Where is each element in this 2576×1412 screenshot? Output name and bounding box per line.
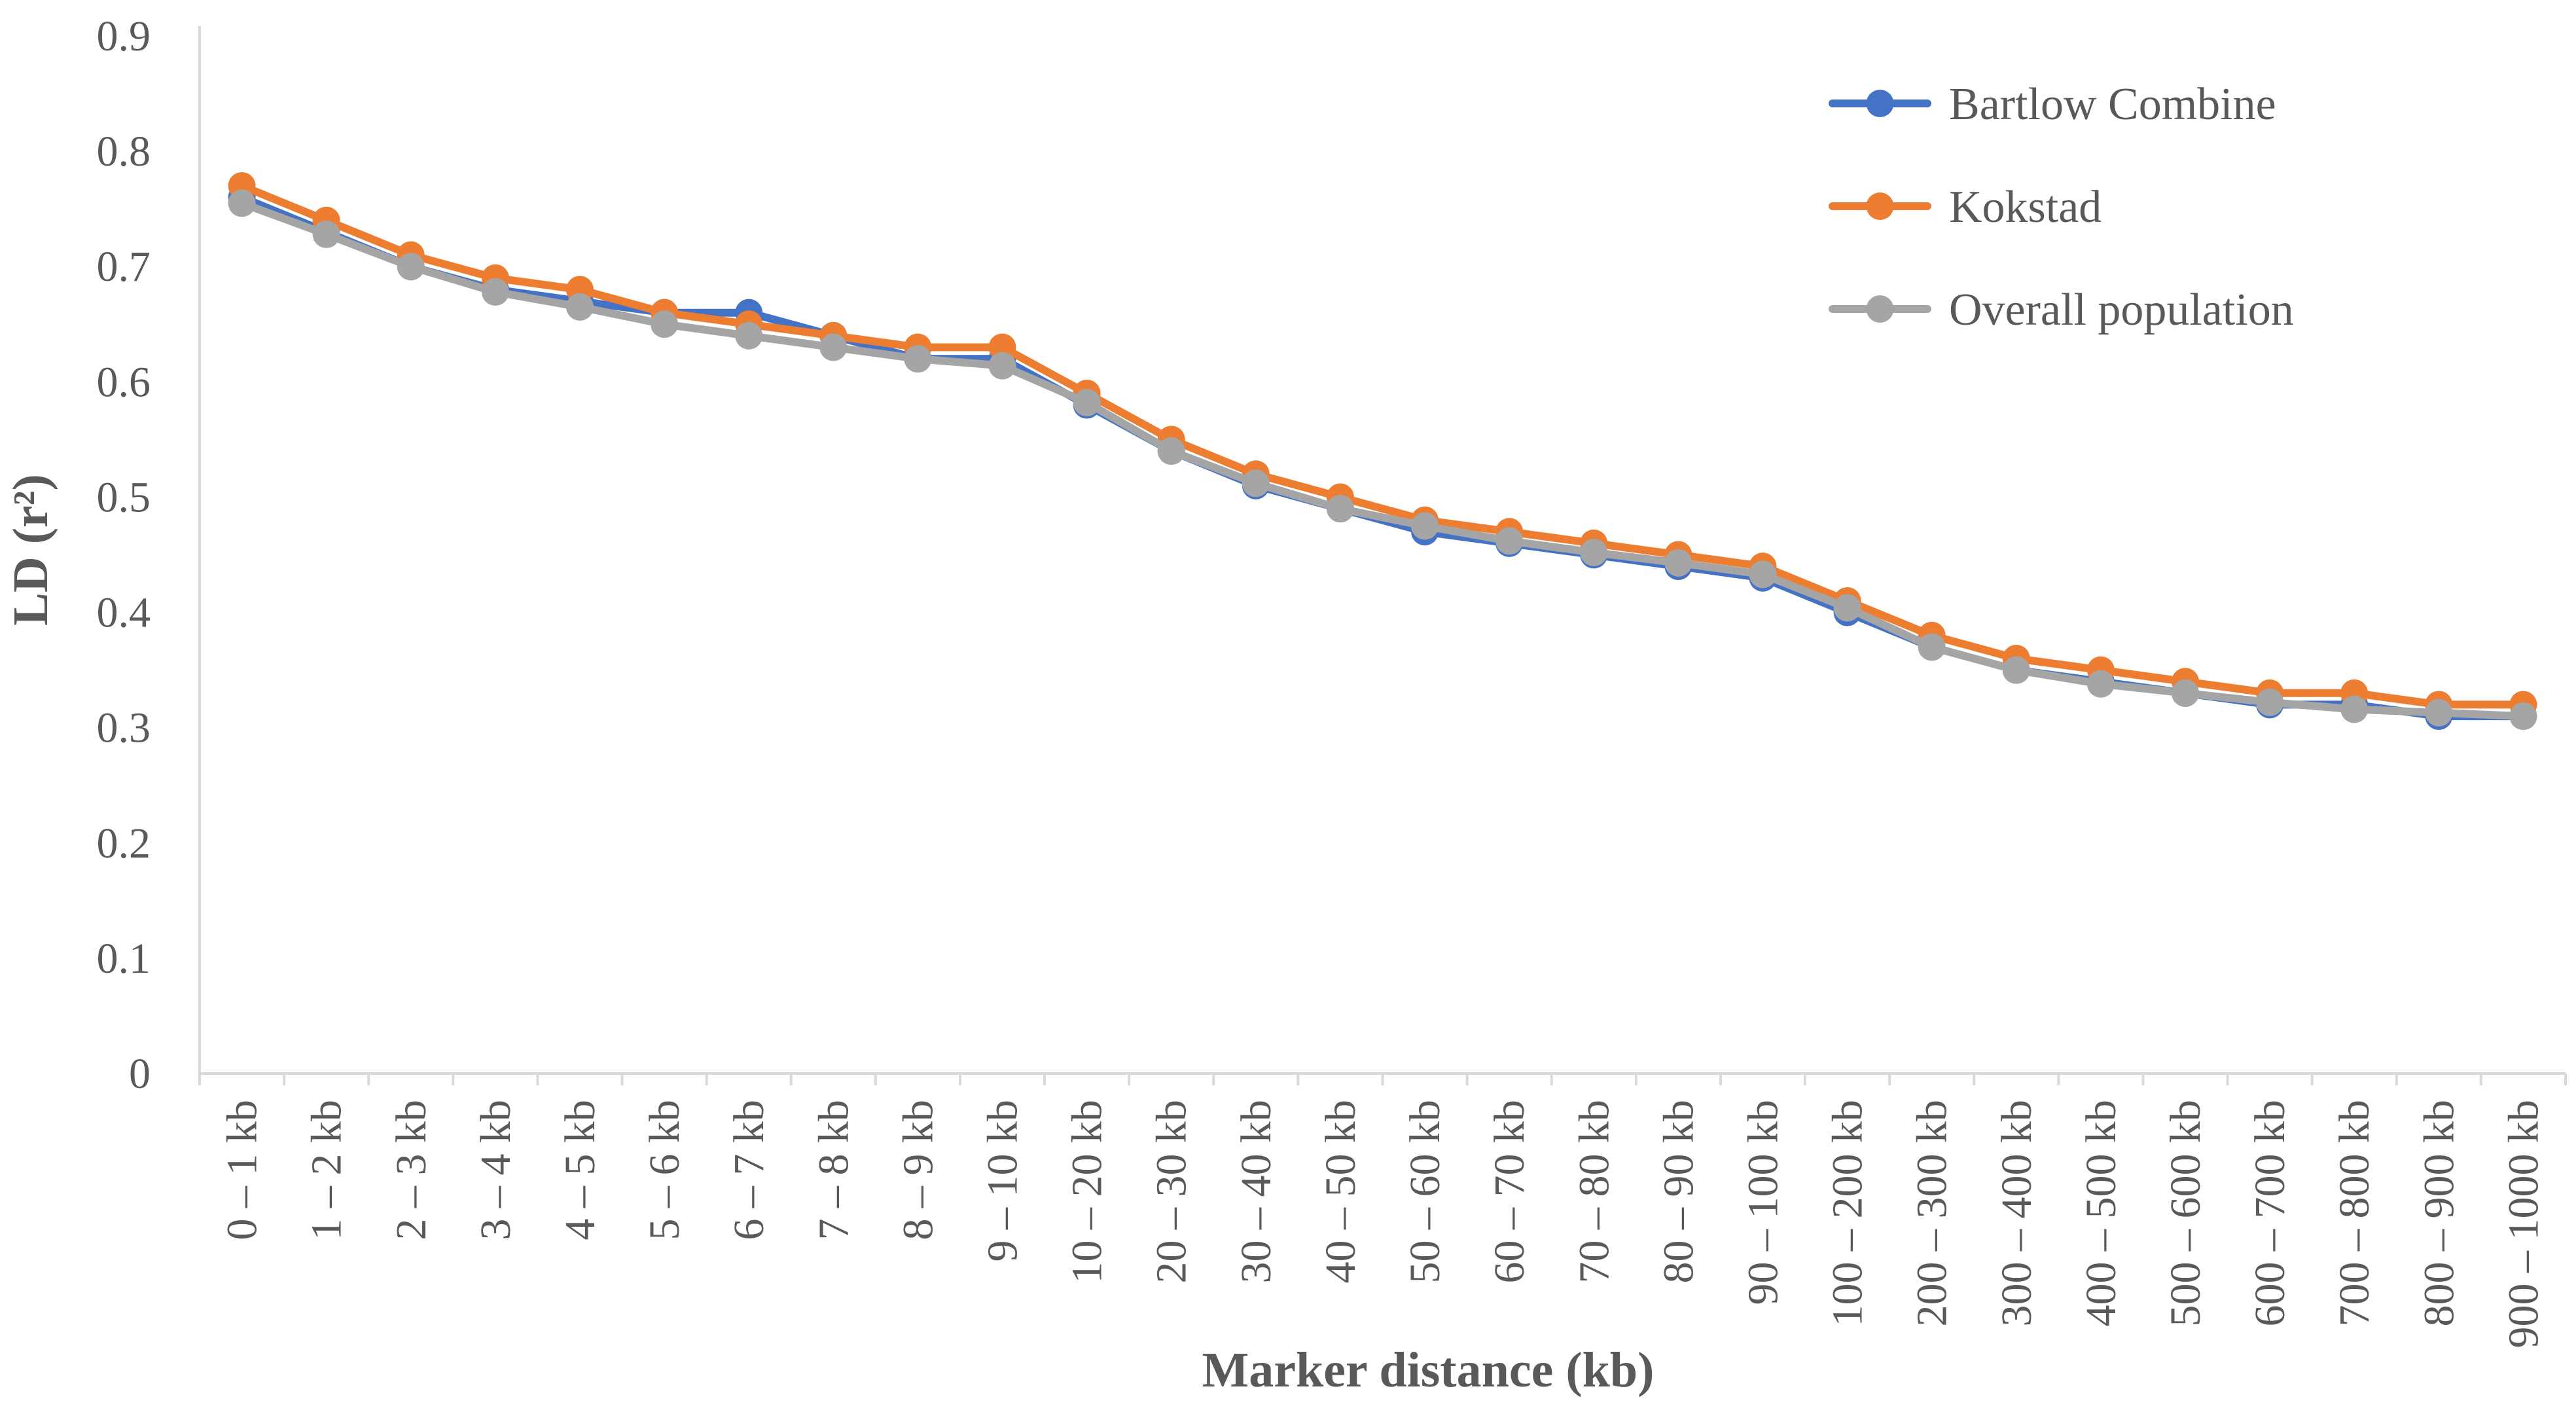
x-axis-tick-labels: 0 – 1 kb 1 – 2 kb 2 – 3 kb 3 – 4 kb 4 – 5 kb… [219,1100,2548,1349]
data-point [1664,549,1692,577]
x-tick-label: 200 – 300 kb [1908,1100,1956,1327]
y-tick-label: 0 [129,1050,151,1098]
series-kokstad [228,172,2537,719]
data-point [1411,512,1439,540]
y-tick-label: 0.7 [97,243,151,291]
data-point [1580,538,1608,566]
data-point [2086,670,2115,698]
series-lines [228,172,2537,731]
x-tick-label: 0 – 1 kb [219,1100,266,1240]
x-tick-label: 4 – 5 kb [556,1100,604,1240]
x-tick-label: 80 – 90 kb [1655,1100,1702,1284]
x-tick-label: 700 – 800 kb [2331,1100,2378,1327]
legend-label: Kokstad [1949,182,2102,232]
y-tick-label: 0.6 [97,358,151,406]
x-tick-label: 1 – 2 kb [303,1100,351,1240]
data-point [1833,594,1861,622]
legend-swatch-marker [1866,295,1894,323]
x-tick-label: 70 – 80 kb [1570,1100,1618,1284]
legend-label: Bartlow Combine [1949,79,2276,130]
series-line [238,181,2528,709]
y-tick-label: 0.2 [97,820,151,867]
data-point [1495,527,1524,555]
x-tick-label: 60 – 70 kb [1486,1100,1533,1284]
data-point [651,310,679,338]
x-tick-label: 3 – 4 kb [472,1100,520,1240]
legend-item: Overall population [1829,285,2294,335]
x-tick-label: 30 – 40 kb [1232,1100,1280,1284]
data-point [481,278,509,306]
x-tick-label: 40 – 50 kb [1317,1100,1365,1284]
series-overall-population [228,189,2537,731]
x-tick-label: 9 – 10 kb [979,1100,1027,1262]
y-axis-tick-labels: 0 0.1 0.2 0.3 0.4 0.5 0.6 0.7 0.8 0.9 [97,12,151,1098]
y-tick-label: 0.8 [97,128,151,175]
y-tick-label: 0.3 [97,704,151,752]
legend-swatch-marker [1866,90,1894,117]
x-tick-label: 400 – 500 kb [2077,1100,2125,1327]
y-tick-label: 0.5 [97,473,151,521]
data-point [1749,560,1777,588]
legend: Bartlow Combine Kokstad Overall population [1829,79,2294,335]
x-tick-label: 100 – 200 kb [1824,1100,1872,1327]
data-point [1242,469,1270,498]
x-tick-label: 300 – 400 kb [1993,1100,2041,1327]
x-tick-label: 20 – 30 kb [1148,1100,1196,1284]
legend-item: Bartlow Combine [1829,79,2276,130]
data-point [2256,688,2284,716]
data-point [735,321,763,350]
data-point [397,253,425,281]
y-axis-title: LD (r²) [3,474,58,626]
series-bartlow-combine [228,183,2537,731]
data-point [1326,495,1354,523]
x-tick-label: 6 – 7 kb [725,1100,773,1240]
data-point [1157,437,1185,465]
data-point [2002,656,2030,684]
x-tick-label: 900 – 1000 kb [2499,1100,2547,1349]
data-point [1918,633,1946,661]
data-point [228,189,256,217]
series-line [238,199,2528,721]
x-tick-label: 90 – 100 kb [1739,1100,1787,1305]
legend-swatch-marker [1866,192,1894,220]
data-point [2425,698,2453,727]
x-tick-label: 8 – 9 kb [894,1100,942,1240]
legend-item: Kokstad [1829,182,2102,232]
data-point [819,333,848,361]
x-tick-label: 5 – 6 kb [641,1100,689,1240]
y-tick-label: 0.4 [97,589,151,637]
x-tick-label: 2 – 3 kb [387,1100,435,1240]
x-axis-title: Marker distance (kb) [1202,1343,1655,1398]
x-tick-label: 10 – 20 kb [1064,1100,1111,1284]
x-tick-label: 50 – 60 kb [1401,1100,1449,1284]
x-tick-label: 800 – 900 kb [2415,1100,2463,1327]
x-tick-label: 600 – 700 kb [2246,1100,2294,1327]
axes [198,26,2567,1085]
data-point [988,352,1016,380]
legend-label: Overall population [1949,285,2294,335]
data-point [2172,679,2200,707]
data-point [904,345,932,373]
data-point [2340,695,2369,723]
data-point [312,220,340,248]
y-tick-label: 0.9 [97,12,151,60]
series-line [238,193,2528,721]
data-point [1073,389,1101,417]
data-point [565,293,594,321]
data-point [2509,702,2537,731]
y-tick-label: 0.1 [97,935,151,983]
x-tick-label: 500 – 600 kb [2162,1100,2209,1327]
x-tick-label: 7 – 8 kb [810,1100,857,1240]
